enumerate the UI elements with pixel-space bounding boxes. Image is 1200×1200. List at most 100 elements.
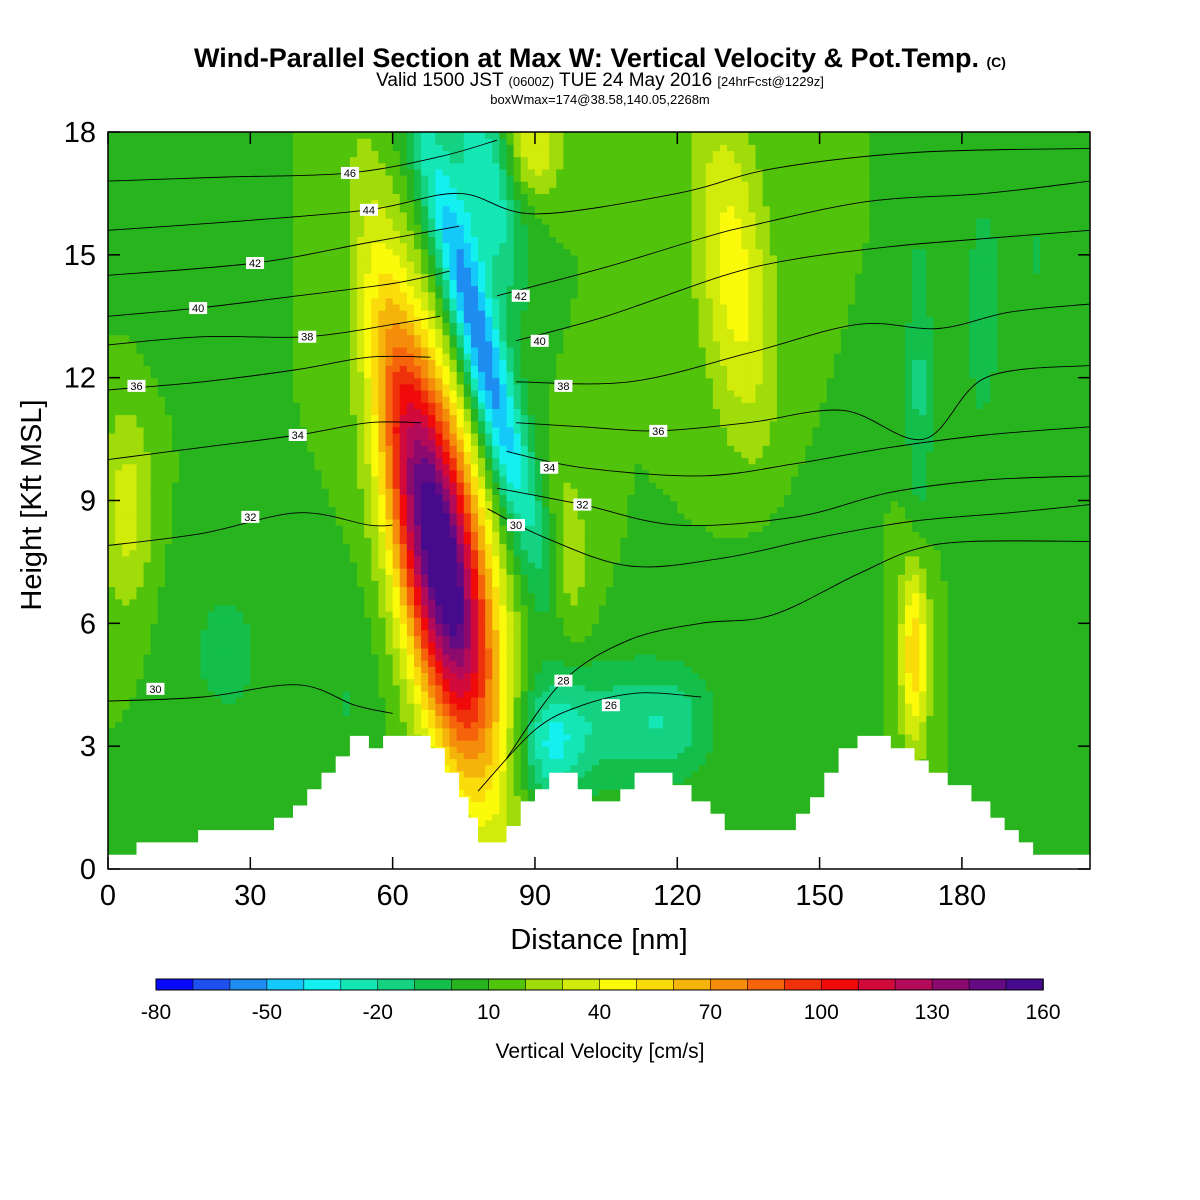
w-cell — [236, 629, 244, 637]
w-cell — [236, 518, 244, 526]
w-cell — [186, 623, 194, 631]
w-cell — [228, 254, 237, 262]
w-cell — [371, 150, 380, 158]
w-cell — [122, 150, 130, 158]
w-cell — [221, 144, 230, 152]
w-cell — [143, 377, 152, 385]
w-cell — [200, 776, 209, 784]
w-cell — [357, 181, 365, 188]
w-cell — [136, 617, 145, 624]
w-cell — [214, 346, 223, 354]
w-cell — [228, 260, 237, 268]
w-cell — [115, 617, 123, 624]
w-cell — [314, 359, 323, 366]
w-cell — [236, 635, 244, 643]
w-cell — [186, 371, 194, 379]
w-cell — [378, 193, 387, 201]
w-cell — [136, 580, 145, 588]
w-cell — [236, 776, 244, 784]
w-cell — [115, 746, 123, 753]
w-cell — [392, 346, 401, 354]
w-cell — [392, 217, 401, 225]
w-cell — [300, 273, 308, 280]
w-cell — [193, 635, 202, 643]
w-cell — [349, 377, 358, 385]
w-cell — [172, 328, 180, 336]
w-cell — [264, 211, 273, 219]
w-cell — [207, 709, 216, 717]
w-cell — [278, 672, 287, 680]
w-cell — [236, 469, 244, 477]
w-cell — [157, 715, 166, 723]
w-cell — [214, 623, 223, 631]
w-cell — [157, 383, 166, 391]
w-cell — [236, 322, 244, 330]
w-cell — [285, 598, 294, 606]
w-cell — [164, 205, 173, 213]
w-cell — [243, 592, 251, 600]
w-cell — [264, 334, 273, 342]
w-cell — [136, 770, 145, 778]
w-cell — [278, 549, 287, 557]
w-cell — [243, 531, 251, 538]
w-cell — [357, 727, 365, 735]
w-cell — [243, 322, 251, 330]
w-cell — [207, 230, 216, 238]
w-cell — [221, 518, 230, 526]
w-cell — [285, 224, 294, 231]
w-cell — [271, 813, 280, 821]
w-cell — [364, 721, 372, 729]
w-cell — [357, 248, 365, 256]
w-cell — [236, 789, 244, 796]
w-cell — [264, 340, 273, 348]
w-cell — [129, 635, 138, 643]
w-cell — [150, 561, 159, 569]
w-cell — [357, 328, 365, 336]
w-cell — [143, 592, 152, 600]
w-cell — [236, 389, 244, 397]
w-cell — [364, 291, 372, 299]
w-cell — [300, 801, 308, 809]
w-cell — [143, 463, 152, 471]
w-cell — [257, 144, 266, 152]
w-cell — [164, 389, 173, 397]
w-cell — [264, 310, 273, 317]
w-cell — [300, 353, 308, 360]
w-cell — [157, 500, 166, 508]
w-cell — [200, 451, 209, 459]
w-cell — [371, 168, 380, 176]
w-cell — [364, 138, 372, 145]
w-cell — [342, 377, 351, 385]
w-cell — [186, 267, 194, 274]
w-cell — [264, 242, 273, 250]
w-cell — [214, 666, 223, 674]
w-cell — [172, 494, 180, 502]
w-cell — [271, 371, 280, 379]
w-cell — [357, 353, 365, 360]
w-cell — [335, 408, 344, 416]
w-cell — [250, 635, 259, 643]
w-cell — [378, 426, 387, 434]
w-cell — [285, 512, 294, 520]
w-cell — [328, 715, 337, 723]
w-cell — [278, 168, 287, 176]
w-cell — [314, 346, 323, 354]
w-cell — [264, 703, 273, 710]
w-cell — [342, 291, 351, 299]
w-cell — [271, 303, 280, 311]
w-cell — [122, 420, 130, 428]
w-cell — [179, 580, 187, 588]
w-cell — [243, 451, 251, 459]
w-cell — [364, 703, 372, 710]
w-cell — [371, 316, 380, 323]
w-cell — [250, 144, 259, 152]
w-cell — [321, 580, 330, 588]
w-cell — [108, 672, 116, 680]
w-cell — [335, 598, 344, 606]
w-cell — [314, 776, 323, 784]
w-cell — [200, 568, 209, 575]
w-cell — [300, 494, 308, 502]
w-cell — [122, 543, 130, 551]
w-cell — [207, 402, 216, 409]
